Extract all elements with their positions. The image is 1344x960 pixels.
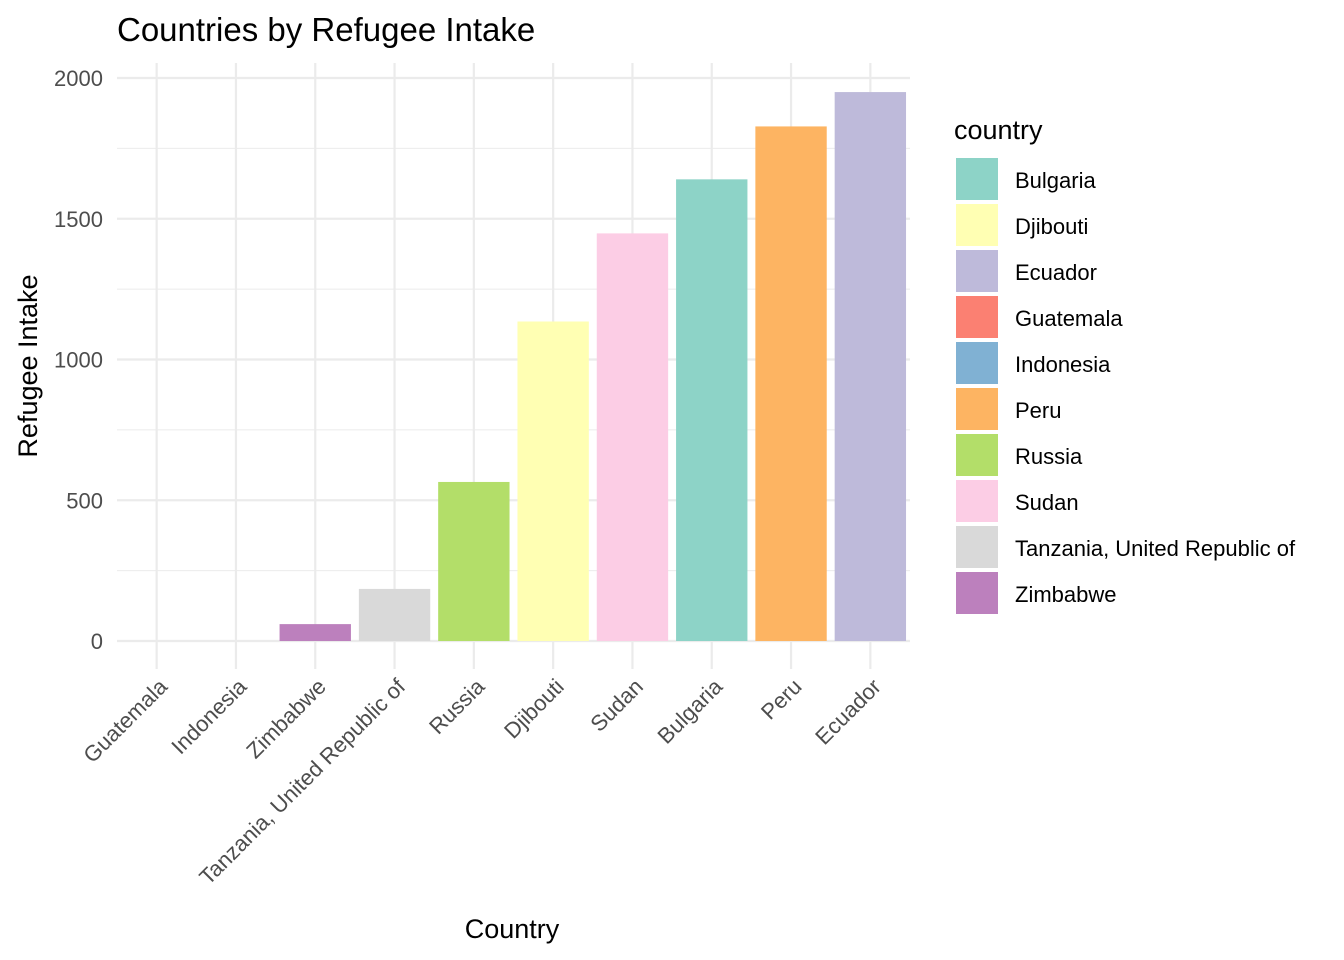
- legend-swatch: [956, 388, 998, 430]
- legend-swatch: [956, 526, 998, 568]
- legend-label: Peru: [1015, 398, 1061, 423]
- legend-swatch: [956, 572, 998, 614]
- legend-swatch: [956, 296, 998, 338]
- y-tick-label: 0: [91, 629, 103, 654]
- legend-swatch: [956, 342, 998, 384]
- x-tick-label: Bulgaria: [653, 673, 728, 748]
- legend-label: Indonesia: [1015, 352, 1111, 377]
- bar: [517, 321, 589, 641]
- x-tick-label: Indonesia: [166, 673, 252, 759]
- y-tick-label: 1000: [54, 348, 103, 373]
- bars: [279, 92, 907, 642]
- bar: [755, 126, 827, 642]
- bar: [834, 92, 907, 641]
- bar: [596, 233, 669, 641]
- legend-label: Ecuador: [1015, 260, 1097, 285]
- bar: [279, 624, 351, 641]
- y-tick-label: 1500: [54, 207, 103, 232]
- x-tick-label: Peru: [756, 674, 807, 725]
- y-axis-ticks: 0 500 1000 1500 2000: [54, 66, 103, 654]
- chart-title: Countries by Refugee Intake: [117, 11, 535, 48]
- bar: [358, 588, 431, 641]
- legend-label: Zimbabwe: [1015, 582, 1116, 607]
- legend-swatch: [956, 434, 998, 476]
- legend-label: Djibouti: [1015, 214, 1088, 239]
- y-tick-label: 500: [66, 488, 103, 513]
- legend-label: Guatemala: [1015, 306, 1123, 331]
- x-axis-title: Country: [465, 914, 560, 944]
- x-tick-label: Ecuador: [810, 674, 886, 750]
- y-axis-title: Refugee Intake: [13, 274, 43, 457]
- legend-swatch: [956, 158, 998, 200]
- x-tick-label: Russia: [424, 673, 490, 739]
- legend: country Bulgaria Djibouti Ecuador Guatemala…: [954, 115, 1296, 614]
- bar: [438, 481, 510, 641]
- legend-label: Tanzania, United Republic of: [1015, 536, 1296, 561]
- legend-swatch: [956, 204, 998, 246]
- x-tick-label: Sudan: [585, 674, 648, 737]
- x-tick-label: Djibouti: [499, 674, 569, 744]
- legend-swatch: [956, 480, 998, 522]
- legend-label: Sudan: [1015, 490, 1079, 515]
- legend-label: Bulgaria: [1015, 168, 1096, 193]
- y-tick-label: 2000: [54, 66, 103, 91]
- x-tick-label: Guatemala: [78, 673, 172, 767]
- legend-label: Russia: [1015, 444, 1083, 469]
- legend-swatch: [956, 250, 998, 292]
- bar: [676, 179, 748, 641]
- legend-title: country: [954, 115, 1043, 145]
